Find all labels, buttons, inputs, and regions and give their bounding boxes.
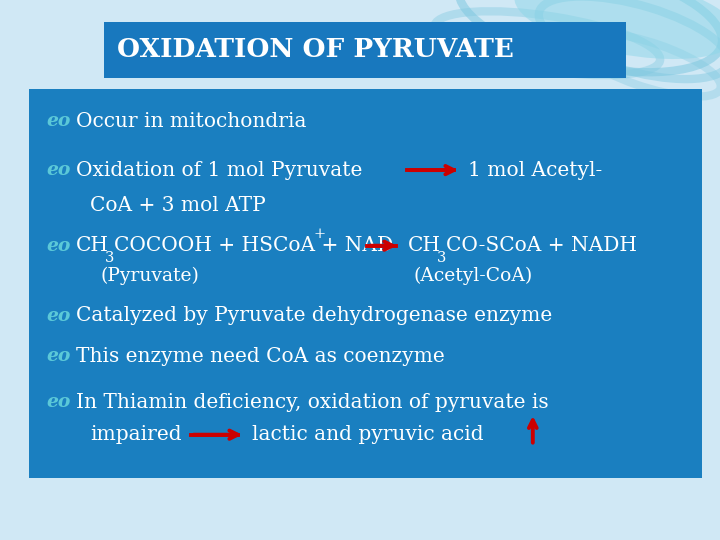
- Text: 3: 3: [437, 251, 446, 265]
- Text: (Pyruvate): (Pyruvate): [101, 266, 199, 285]
- Text: Oxidation of 1 mol Pyruvate: Oxidation of 1 mol Pyruvate: [76, 160, 362, 180]
- Text: Occur in mitochondria: Occur in mitochondria: [76, 112, 306, 131]
- Text: OXIDATION OF PYRUVATE: OXIDATION OF PYRUVATE: [117, 37, 514, 63]
- Text: eo: eo: [47, 161, 71, 179]
- Text: eo: eo: [47, 307, 71, 325]
- Text: eo: eo: [47, 112, 71, 131]
- Text: CH: CH: [76, 236, 109, 255]
- Text: CoA + 3 mol ATP: CoA + 3 mol ATP: [90, 195, 266, 215]
- Text: COCOOH + HSCoA + NAD: COCOOH + HSCoA + NAD: [114, 236, 393, 255]
- Bar: [29, 89, 702, 478]
- Text: lactic and pyruvic acid: lactic and pyruvic acid: [252, 425, 484, 444]
- Text: 3: 3: [104, 251, 114, 265]
- Text: This enzyme need CoA as coenzyme: This enzyme need CoA as coenzyme: [76, 347, 444, 366]
- Bar: [104, 22, 626, 78]
- Text: eo: eo: [47, 237, 71, 255]
- Text: (Acetyl-CoA): (Acetyl-CoA): [414, 266, 534, 285]
- Text: +: +: [314, 227, 326, 241]
- Ellipse shape: [514, 0, 720, 59]
- Text: Catalyzed by Pyruvate dehydrogenase enzyme: Catalyzed by Pyruvate dehydrogenase enzy…: [76, 306, 552, 326]
- Text: 1 mol Acetyl-: 1 mol Acetyl-: [468, 160, 602, 180]
- Text: eo: eo: [47, 347, 71, 366]
- Text: impaired: impaired: [90, 425, 181, 444]
- Text: CH: CH: [408, 236, 441, 255]
- Text: eo: eo: [47, 393, 71, 411]
- Text: In Thiamin deficiency, oxidation of pyruvate is: In Thiamin deficiency, oxidation of pyru…: [76, 393, 548, 412]
- Text: CO-SCoA + NADH: CO-SCoA + NADH: [446, 236, 637, 255]
